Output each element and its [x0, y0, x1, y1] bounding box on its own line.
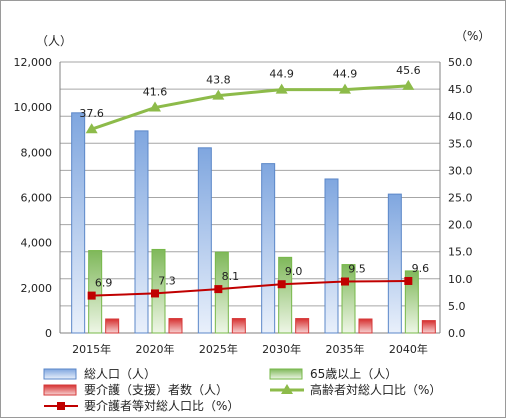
right-axis-tick-label: 50.0 [448, 56, 473, 69]
legend-swatch-bar [43, 368, 77, 380]
line-point-square [87, 291, 96, 300]
data-label: 7.3 [158, 274, 176, 287]
right-axis-tick-label: 10.0 [448, 273, 473, 286]
data-label: 37.6 [79, 107, 104, 120]
line-point-square [151, 289, 159, 298]
line-point-square [341, 277, 349, 286]
left-axis-tick-label: 10,000 [14, 101, 53, 114]
x-tick-label: 2040年 [389, 342, 428, 356]
legend-label: 65歳以上（人） [310, 367, 397, 381]
bar-1 [134, 130, 149, 334]
bar-2 [404, 270, 419, 334]
x-axis-labels: 2015年 2020年 2025年 2030年 2035年 2040年 [72, 342, 428, 356]
line-point-triangle [402, 79, 415, 90]
left-axis-tick-label: 0 [45, 327, 52, 340]
series-line [91, 84, 409, 131]
x-tick-label: 2020年 [136, 342, 175, 356]
bar-3 [168, 318, 183, 334]
right-axis-tick-label: 15.0 [448, 246, 473, 259]
series-line [91, 279, 409, 297]
bar-1 [71, 112, 86, 334]
left-axis-tick-label: 12,000 [14, 56, 53, 69]
data-label: 41.6 [143, 86, 168, 99]
bar-3 [358, 318, 373, 334]
right-axis-tick-label: 30.0 [448, 164, 473, 177]
right-axis-tick-label: 25.0 [448, 192, 473, 205]
left-axis-tick-label: 8,000 [21, 146, 53, 159]
bar-3 [295, 318, 310, 334]
legend-marker-square [57, 402, 65, 410]
line-point-square [404, 276, 413, 285]
bar-3 [421, 320, 436, 334]
right-axis-tick-label: 5.0 [448, 300, 466, 313]
legend-swatch-bar [269, 368, 303, 380]
legend: 総人口（人） 65歳以上（人） 要介護（支援）者数（人） 高齢者対総人口比（%） 要介護… [43, 367, 441, 413]
data-label: 9.0 [285, 265, 303, 278]
data-label: 9.5 [348, 263, 366, 276]
lines: 37.6 41.6 43.8 44.9 44.9 45.6 6.9 7.3 8.1 9.0 9.5 9… [79, 64, 429, 300]
data-label: 44.9 [333, 68, 358, 81]
legend-label: 高齢者対総人口比（%） [310, 382, 441, 397]
axes: 0.0 5.0 10.0 15.0 20.0 25.0 30.0 35.0 40.0 45.0 50… [14, 56, 473, 340]
left-axis-tick-label: 4,000 [21, 237, 53, 250]
bars [71, 112, 436, 334]
legend-label: 要介護（支援）者数（人） [84, 382, 228, 397]
bar-1 [324, 178, 339, 334]
bar-1 [387, 193, 402, 334]
line-point-square [277, 280, 286, 289]
line-point-triangle [212, 89, 225, 100]
x-tick-label: 2030年 [262, 342, 301, 356]
legend-label: 要介護者等対総人口比（%） [84, 398, 239, 413]
bar-1 [197, 147, 212, 334]
bar-3 [105, 318, 120, 334]
right-axis-tick-label: 40.0 [448, 110, 473, 123]
data-label: 43.8 [206, 74, 231, 87]
right-axis-unit-label: （%） [455, 29, 490, 43]
line-point-triangle [149, 101, 161, 112]
left-axis-tick-label: 6,000 [21, 192, 53, 205]
line-point-triangle [85, 123, 98, 134]
data-label: 6.9 [95, 277, 113, 290]
bar-3 [231, 318, 246, 334]
legend-label: 総人口（人） [84, 367, 156, 381]
x-tick-label: 2015年 [72, 342, 111, 356]
data-label: 8.1 [222, 270, 240, 283]
left-axis-unit-label: （人） [36, 34, 72, 48]
left-axis-tick-label: 2,000 [21, 282, 53, 295]
legend-swatch-bar [43, 384, 77, 396]
bar-2 [278, 256, 293, 334]
bar-1 [261, 163, 276, 334]
gridlines [60, 61, 440, 334]
line-point-triangle [339, 83, 351, 94]
right-axis-tick-label: 20.0 [448, 219, 473, 232]
legend-marker-triangle [281, 384, 293, 394]
right-axis-tick-label: 45.0 [448, 83, 473, 96]
data-label: 45.6 [396, 64, 421, 77]
right-axis-tick-label: 35.0 [448, 137, 473, 150]
line-point-square [214, 285, 223, 294]
x-tick-label: 2035年 [326, 342, 365, 356]
right-axis-tick-label: 0.0 [448, 327, 466, 340]
data-label: 9.6 [412, 262, 430, 275]
data-label: 44.9 [269, 68, 294, 81]
x-tick-label: 2025年 [199, 342, 238, 356]
line-point-triangle [275, 83, 288, 94]
